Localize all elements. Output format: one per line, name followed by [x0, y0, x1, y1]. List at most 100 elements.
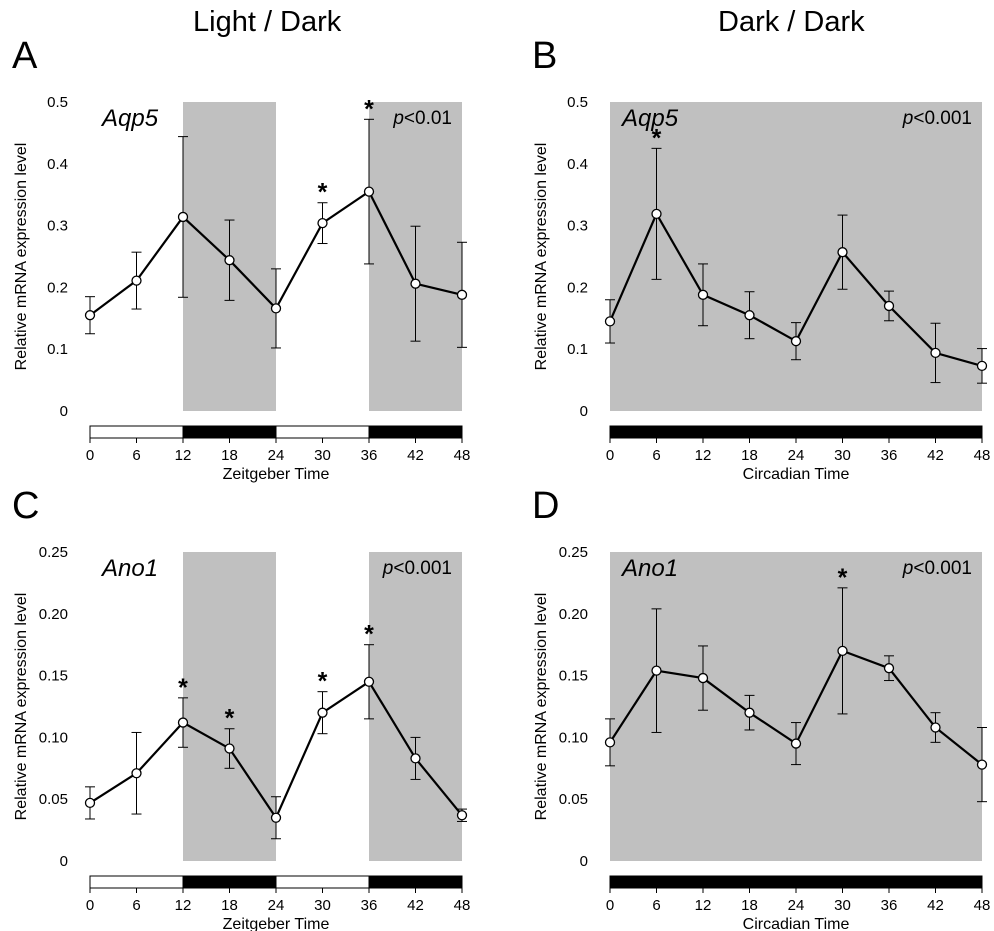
panel-letter: B: [532, 35, 557, 77]
significance-star: *: [364, 95, 374, 123]
data-point: [224, 743, 235, 754]
p-value-threshold: <0.01: [404, 108, 452, 129]
panel-a: A 0 0.1 0.2 0.3 0.4 0.5 Relative mRNA expressio…: [0, 30, 475, 483]
x-tick-label: 0: [606, 447, 614, 464]
light-dark-bar: [609, 425, 983, 439]
x-tick-label: 42: [927, 447, 944, 464]
dark-period-bar: [182, 875, 277, 889]
x-tick-label: 48: [974, 447, 991, 464]
data-point: [224, 255, 235, 266]
x-tick-label: 36: [361, 447, 378, 464]
x-tick-label: 24: [268, 447, 285, 464]
x-tick-label: 0: [606, 897, 614, 914]
x-tick-label: 30: [314, 897, 331, 914]
x-tick-label: 24: [268, 897, 285, 914]
y-tick-label: 0: [60, 403, 68, 420]
x-tick-label: 12: [695, 447, 712, 464]
p-value-prefix: p: [382, 558, 394, 579]
significance-star: *: [225, 705, 235, 733]
data-point: [604, 316, 616, 327]
column-title-light-dark: Light / Dark: [193, 6, 342, 38]
data-point: [363, 676, 375, 687]
x-tick-label: 42: [927, 897, 944, 914]
dark-period-bar: [368, 875, 463, 889]
x-tick-label: 18: [741, 897, 758, 914]
data-point: [930, 722, 941, 733]
p-value-threshold: <0.001: [913, 558, 972, 579]
p-value: p<0.001: [382, 558, 452, 579]
data-point: [837, 645, 848, 657]
x-tick-label: 24: [788, 447, 805, 464]
data-point: [883, 300, 895, 312]
panel-letter: C: [12, 485, 39, 527]
data-point: [744, 707, 755, 718]
y-tick-label: 0.05: [559, 791, 588, 808]
gene-name: Ano1: [620, 555, 678, 582]
data-point: [930, 347, 941, 359]
x-tick-label: 48: [454, 897, 471, 914]
x-tick-label: 30: [314, 447, 331, 464]
y-tick-label: 0.1: [567, 341, 588, 358]
x-tick-label: 48: [974, 897, 991, 914]
x-tick-label: 48: [454, 447, 471, 464]
data-point: [456, 810, 468, 821]
significance-star: *: [652, 124, 662, 152]
data-point: [317, 217, 328, 229]
y-tick-label: 0.25: [559, 544, 588, 561]
dark-period-bar: [609, 425, 983, 439]
data-point: [744, 310, 755, 321]
data-point: [651, 208, 662, 220]
p-value: p<0.001: [902, 558, 972, 579]
y-tick-label: 0.5: [567, 94, 588, 111]
data-point: [697, 289, 709, 300]
data-point: [456, 289, 468, 300]
light-period-bar: [89, 875, 184, 889]
x-tick-label: 24: [788, 897, 805, 914]
significance-star: *: [318, 668, 328, 696]
x-tick-label: 6: [652, 447, 660, 464]
data-point: [790, 336, 802, 347]
column-title-dark-dark: Dark / Dark: [718, 6, 865, 38]
chart-d: D 0 0.05 0.10 0.15 0.20 0.25 Relative mRNA expr…: [532, 485, 991, 931]
panel-d: D 0 0.05 0.10 0.15 0.20 0.25 Relative mRNA expr…: [520, 480, 994, 931]
light-period-bar: [89, 425, 184, 439]
gene-name: Aqp5: [100, 105, 159, 132]
chart-c: C 0 0.05 0.10 0.15 0.20 0.25 Relative mRNA expr…: [12, 485, 471, 931]
x-tick-label: 42: [407, 897, 424, 914]
data-point: [410, 753, 421, 764]
x-tick-label: 18: [221, 447, 238, 464]
data-point: [976, 360, 988, 372]
y-tick-label: 0.5: [47, 94, 68, 111]
y-tick-label: 0.1: [47, 341, 68, 358]
p-value-threshold: <0.001: [393, 558, 452, 579]
chart-a: A 0 0.1 0.2 0.3 0.4 0.5 Relative mRNA expressio…: [12, 35, 471, 483]
data-point: [837, 247, 848, 258]
gene-name: Ano1: [100, 555, 158, 582]
y-axis-label: Relative mRNA expression level: [13, 593, 30, 821]
y-tick-label: 0.20: [559, 606, 588, 623]
x-tick-label: 6: [132, 897, 140, 914]
panel-letter: A: [12, 35, 38, 77]
y-axis-label: Relative mRNA expression level: [13, 143, 30, 371]
gene-name: Aqp5: [620, 105, 679, 132]
p-value-prefix: p: [392, 108, 404, 129]
dark-period-shade: [610, 552, 982, 861]
dark-period-shade: [183, 552, 276, 861]
y-tick-label: 0: [60, 853, 68, 870]
p-value: p<0.01: [392, 108, 452, 129]
x-tick-label: 36: [881, 897, 898, 914]
data-point: [270, 303, 282, 314]
panel-b: B 0 0.1 0.2 0.3 0.4 0.5 Relative mRNA expressio…: [520, 30, 994, 483]
p-value: p<0.001: [902, 108, 972, 129]
y-tick-label: 0: [580, 403, 588, 420]
data-point: [84, 310, 96, 321]
panel-c: C 0 0.05 0.10 0.15 0.20 0.25 Relative mRNA expr…: [0, 480, 475, 931]
x-tick-label: 12: [695, 897, 712, 914]
y-tick-label: 0.4: [47, 156, 68, 173]
y-tick-label: 0.3: [47, 218, 68, 235]
dark-period-shade: [610, 102, 982, 411]
data-point: [363, 186, 375, 197]
data-point: [976, 759, 988, 770]
x-tick-label: 30: [834, 447, 851, 464]
data-point: [410, 278, 421, 289]
